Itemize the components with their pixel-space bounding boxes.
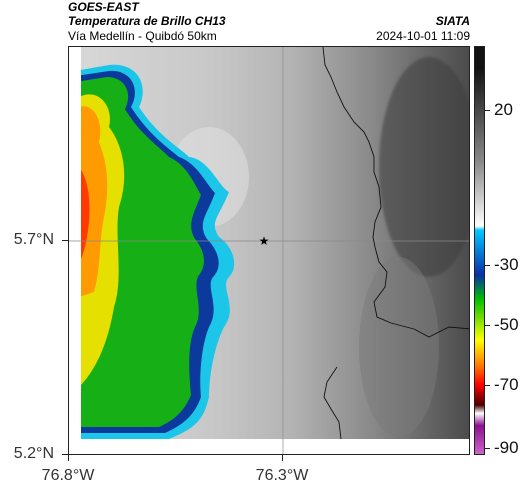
orange-core bbox=[79, 106, 108, 297]
cold-region bbox=[379, 57, 469, 277]
lon-tick-76.3 bbox=[282, 455, 283, 461]
admin-border bbox=[322, 47, 469, 338]
cbar-tick-minus90 bbox=[485, 448, 490, 449]
star-icon[interactable]: ★ bbox=[259, 234, 270, 248]
lat-tick-5.2 bbox=[62, 454, 68, 455]
product-title: Temperatura de Brillo CH13 bbox=[68, 14, 226, 28]
red-core bbox=[79, 167, 90, 262]
cbar-label-minus70: -70 bbox=[494, 375, 519, 394]
lon-tick-76.8 bbox=[68, 455, 69, 461]
mid-region bbox=[359, 257, 439, 437]
cbar-tick-minus70 bbox=[485, 385, 490, 386]
cbar-label-minus90: -90 bbox=[494, 438, 519, 457]
route-subtitle: Vía Medellín - Quibdó 50km bbox=[68, 29, 217, 43]
org-label: SIATA bbox=[435, 14, 470, 28]
cbar-tick-minus30 bbox=[485, 265, 490, 266]
map-canvas: ★ bbox=[69, 47, 469, 454]
datetime-label: 2024-10-01 11:09 bbox=[376, 29, 470, 43]
satellite-title: GOES-EAST bbox=[68, 0, 139, 14]
cbar-label-20: 20 bbox=[494, 100, 513, 119]
admin-border-south bbox=[323, 366, 342, 440]
cbar-label-minus50: -50 bbox=[494, 315, 519, 334]
lon-label-76.8: 76.8°W bbox=[41, 467, 95, 484]
bottom-edge-mask bbox=[69, 439, 469, 454]
lat-label-5.7: 5.7°N bbox=[13, 231, 54, 248]
cbar-tick-minus50 bbox=[485, 325, 490, 326]
left-edge-mask bbox=[69, 47, 81, 454]
lon-label-76.3: 76.3°W bbox=[255, 467, 309, 484]
lat-tick-5.7 bbox=[62, 240, 68, 241]
satellite-map[interactable]: ★ bbox=[68, 46, 470, 455]
cbar-tick-20 bbox=[485, 110, 490, 111]
lat-label-5.2: 5.2°N bbox=[13, 445, 54, 462]
cbar-label-minus30: -30 bbox=[494, 255, 519, 274]
colorbar bbox=[474, 46, 485, 455]
